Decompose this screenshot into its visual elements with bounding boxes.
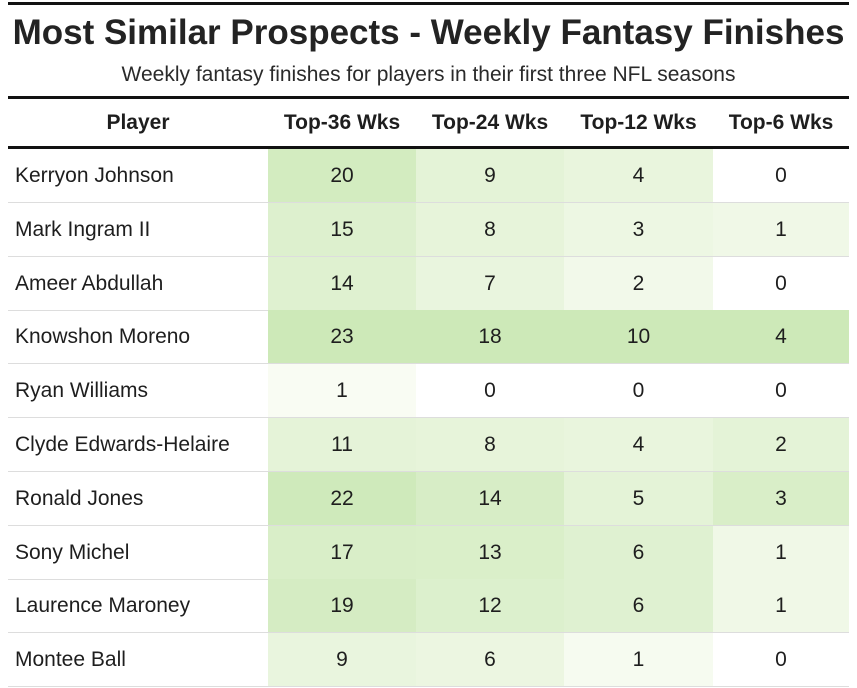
table-row: Ryan Williams 1 0 0 0 [8, 364, 849, 419]
top-36-value-cell: 19 [268, 579, 416, 633]
top-24-value-cell: 12 [416, 579, 564, 633]
top-12-value-cell: 2 [564, 256, 713, 310]
table-row: Sony Michel 17 13 6 1 [8, 525, 849, 580]
top-36-value-cell: 17 [268, 525, 416, 579]
table-row: Montee Ball 9 6 1 0 [8, 633, 849, 688]
column-header-top-6[interactable]: Top-6 Wks [728, 111, 834, 134]
table-row: Ameer Abdullah 14 7 2 0 [8, 256, 849, 311]
top-36-value-cell: 23 [268, 310, 416, 364]
table-row: Mark Ingram II 15 8 3 1 [8, 202, 849, 257]
table-row: Ronald Jones 22 14 5 3 [8, 471, 849, 526]
top-6-value-cell: 1 [713, 202, 849, 256]
top-24-value-cell: 8 [416, 202, 564, 256]
top-6-value-cell: 3 [713, 471, 849, 525]
top-24-value-cell: 14 [416, 471, 564, 525]
top-6-value-cell: 0 [713, 633, 849, 687]
table-header: Player Top-36 Wks Top-24 Wks Top-12 Wks … [8, 99, 849, 146]
top-12-value-cell: 4 [564, 418, 713, 471]
top-24-value-cell: 0 [416, 364, 564, 418]
top-12-value-cell: 6 [564, 525, 713, 579]
top-36-value-cell: 22 [268, 471, 416, 525]
top-12-value-cell: 0 [564, 364, 713, 418]
player-name-cell: Montee Ball [15, 648, 126, 672]
player-name-cell: Clyde Edwards-Helaire [15, 433, 230, 456]
top-12-value-cell: 10 [564, 310, 713, 364]
player-name-cell: Sony Michel [15, 540, 130, 564]
column-header-top-24[interactable]: Top-24 Wks [431, 111, 549, 134]
player-name-cell: Ronald Jones [15, 486, 144, 510]
top-24-value-cell: 9 [416, 149, 564, 202]
table-row: Knowshon Moreno 23 18 10 4 [8, 310, 849, 365]
top-12-value-cell: 6 [564, 579, 713, 633]
top-6-value-cell: 0 [713, 149, 849, 202]
top-6-value-cell: 4 [713, 310, 849, 364]
top-12-value-cell: 5 [564, 471, 713, 525]
top-6-value-cell: 1 [713, 579, 849, 633]
top-36-value-cell: 15 [268, 202, 416, 256]
top-36-value-cell: 1 [268, 364, 416, 418]
table-row: Kerryon Johnson 20 9 4 0 [8, 149, 849, 203]
top-36-value-cell: 14 [268, 256, 416, 310]
header-bottom-rule [8, 146, 849, 149]
table-row: Laurence Maroney 19 12 6 1 [8, 579, 849, 634]
top-24-value-cell: 13 [416, 525, 564, 579]
top-24-value-cell: 6 [416, 633, 564, 687]
top-24-value-cell: 8 [416, 418, 564, 471]
top-12-value-cell: 3 [564, 202, 713, 256]
top-6-value-cell: 0 [713, 256, 849, 310]
player-name-cell: Laurence Maroney [15, 594, 191, 618]
top-36-value-cell: 20 [268, 149, 416, 202]
player-name-cell: Knowshon Moreno [15, 325, 191, 349]
top-6-value-cell: 1 [713, 525, 849, 579]
top-12-value-cell: 1 [564, 633, 713, 687]
top-rule [8, 2, 849, 5]
top-6-value-cell: 2 [713, 418, 849, 471]
top-36-value-cell: 9 [268, 633, 416, 687]
table-subtitle: Weekly fantasy finishes for players in t… [121, 63, 736, 86]
top-24-value-cell: 7 [416, 256, 564, 310]
player-name-cell: Kerryon Johnson [15, 164, 174, 187]
column-header-top-12[interactable]: Top-12 Wks [580, 111, 697, 134]
header-top-rule [8, 96, 849, 99]
player-name-cell: Ryan Williams [15, 379, 149, 403]
top-6-value-cell: 0 [713, 364, 849, 418]
table-title: Most Similar Prospects - Weekly Fantasy … [12, 13, 845, 52]
top-36-value-cell: 11 [268, 418, 416, 471]
player-name-cell: Ameer Abdullah [15, 271, 164, 295]
column-header-player[interactable]: Player [106, 111, 170, 134]
player-name-cell: Mark Ingram II [15, 217, 151, 241]
top-12-value-cell: 4 [564, 149, 713, 202]
column-header-top-36[interactable]: Top-36 Wks [283, 111, 401, 134]
top-24-value-cell: 18 [416, 310, 564, 364]
table-row: Clyde Edwards-Helaire 11 8 4 2 [8, 418, 849, 472]
